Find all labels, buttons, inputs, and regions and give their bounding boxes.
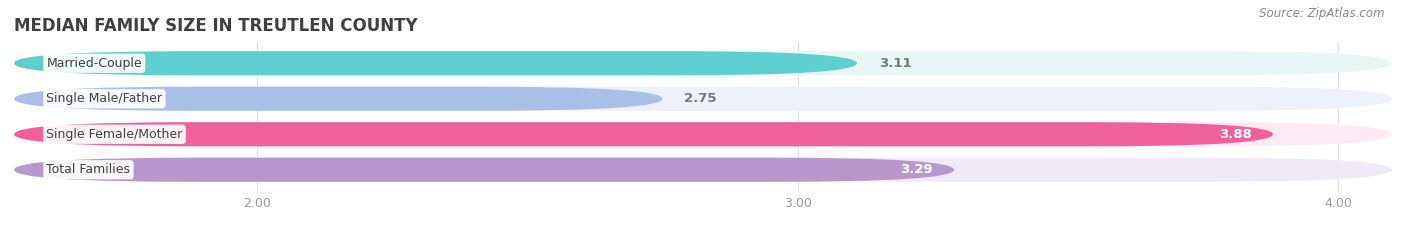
- FancyBboxPatch shape: [14, 51, 1392, 75]
- FancyBboxPatch shape: [14, 122, 1272, 146]
- Text: 3.29: 3.29: [900, 163, 932, 176]
- Text: 2.75: 2.75: [685, 92, 717, 105]
- FancyBboxPatch shape: [14, 158, 1392, 182]
- Text: Single Male/Father: Single Male/Father: [46, 92, 163, 105]
- Text: Source: ZipAtlas.com: Source: ZipAtlas.com: [1260, 7, 1385, 20]
- FancyBboxPatch shape: [14, 87, 1392, 111]
- FancyBboxPatch shape: [14, 158, 955, 182]
- Text: 3.11: 3.11: [879, 57, 911, 70]
- FancyBboxPatch shape: [14, 51, 858, 75]
- Text: Single Female/Mother: Single Female/Mother: [46, 128, 183, 141]
- Text: MEDIAN FAMILY SIZE IN TREUTLEN COUNTY: MEDIAN FAMILY SIZE IN TREUTLEN COUNTY: [14, 17, 418, 35]
- Text: Married-Couple: Married-Couple: [46, 57, 142, 70]
- FancyBboxPatch shape: [14, 87, 662, 111]
- Text: 3.88: 3.88: [1219, 128, 1251, 141]
- FancyBboxPatch shape: [14, 122, 1392, 146]
- Text: Total Families: Total Families: [46, 163, 131, 176]
